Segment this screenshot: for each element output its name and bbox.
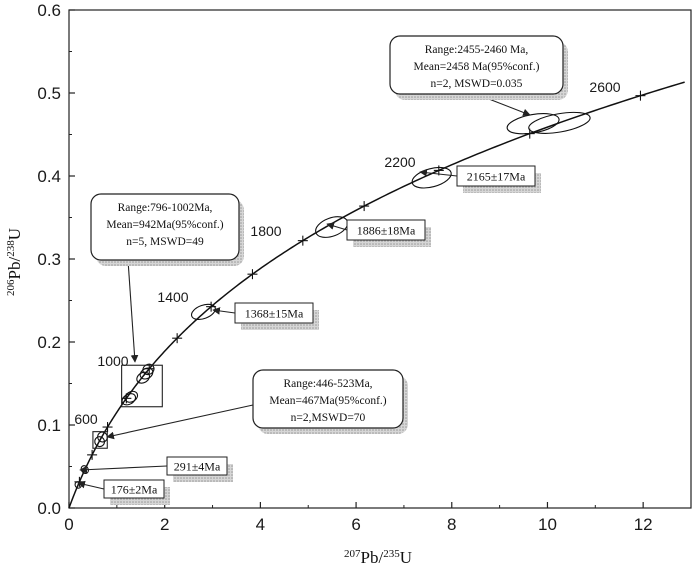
error-ellipse bbox=[139, 367, 154, 380]
label-arrow bbox=[212, 307, 236, 315]
annotation-box bbox=[389, 35, 564, 95]
selection-box-1000 bbox=[121, 364, 163, 408]
y-axis-title: 206Pb/238U bbox=[5, 228, 24, 296]
annotation-line: Mean=2458 Ma(95%conf.) bbox=[414, 61, 540, 73]
concordia-age-label: 1400 bbox=[157, 289, 188, 305]
annotation-box bbox=[252, 369, 404, 429]
x-tick-label: 4 bbox=[256, 515, 265, 534]
error-ellipse bbox=[94, 436, 106, 448]
label-text: 176±2Ma bbox=[111, 483, 158, 497]
annotation-line: n=2, MSWD=0.035 bbox=[431, 78, 523, 90]
x-tick-label: 2 bbox=[160, 515, 169, 534]
label-arrow bbox=[326, 222, 348, 231]
x-tick-label: 12 bbox=[634, 515, 653, 534]
y-tick-label: 0.6 bbox=[37, 1, 61, 20]
annotation-line: Range:2455-2460 Ma, bbox=[425, 44, 529, 56]
label-box bbox=[166, 456, 228, 476]
label-arrow bbox=[419, 168, 458, 177]
x-axis-sup1: 207 bbox=[344, 548, 361, 560]
error-ellipse bbox=[506, 113, 560, 135]
y-tick-label: 0.4 bbox=[37, 167, 61, 186]
concordia-group: 600 1000 1400 1800 2200 2600 bbox=[68, 79, 685, 509]
y-tick-label: 0.3 bbox=[37, 250, 61, 269]
concordia-age-label: 600 bbox=[74, 411, 98, 427]
x-axis-main2: U bbox=[400, 548, 412, 567]
label-text: 1368±15Ma bbox=[245, 307, 304, 321]
x-axis-main1: Pb/ bbox=[361, 548, 384, 567]
y-axis-main2: U bbox=[5, 228, 24, 240]
annotation-line: Mean=467Ma(95%conf.) bbox=[269, 395, 386, 407]
y-axis-sup1: 206 bbox=[5, 279, 17, 296]
concordia-age-label: 2200 bbox=[384, 154, 415, 170]
label-arrow bbox=[77, 480, 105, 490]
concordia-age-label: 2600 bbox=[589, 79, 620, 95]
label-box bbox=[234, 302, 314, 324]
y-tick-label: 0.0 bbox=[37, 499, 61, 518]
x-tick-label: 10 bbox=[538, 515, 557, 534]
error-ellipse bbox=[411, 166, 452, 189]
x-axis-title: 207Pb/235U bbox=[344, 548, 412, 567]
label-text: 291±4Ma bbox=[174, 460, 221, 474]
annotation-arrow bbox=[127, 259, 139, 363]
concordia-age-label: 1800 bbox=[250, 223, 281, 239]
label-text: 2165±17Ma bbox=[467, 170, 526, 184]
error-ellipse bbox=[124, 390, 139, 403]
annotation-arrow bbox=[106, 404, 254, 440]
x-tick-label: 6 bbox=[351, 515, 360, 534]
x-tick-label: 0 bbox=[64, 515, 73, 534]
x-tick-label: 8 bbox=[447, 515, 456, 534]
annotation-line: Mean=942Ma(95%conf.) bbox=[106, 219, 223, 231]
selection-box-600 bbox=[92, 431, 108, 449]
y-axis-sup2: 238 bbox=[5, 240, 17, 257]
concordia-age-label: 1000 bbox=[97, 353, 128, 369]
y-axis-main1: Pb/ bbox=[5, 257, 24, 280]
ellipses-group bbox=[74, 111, 591, 489]
label-box bbox=[346, 219, 426, 241]
annotation-line: Range:446-523Ma, bbox=[283, 378, 372, 390]
y-tick-label: 0.5 bbox=[37, 84, 61, 103]
label-box bbox=[103, 479, 165, 499]
axes-group: 0 2 4 6 8 10 12 0.0 0.1 0.2 0.3 0.4 0.5 0.6 bbox=[37, 1, 692, 534]
label-box bbox=[456, 165, 536, 187]
annotation-line: Range:796-1002Ma, bbox=[118, 202, 213, 214]
label-text: 1886±18Ma bbox=[357, 224, 416, 238]
error-ellipse bbox=[528, 111, 591, 134]
y-tick-label: 0.1 bbox=[37, 416, 61, 435]
annotations-group: Range:796-1002Ma, Mean=942Ma(95%conf.) n=5… bbox=[77, 35, 568, 505]
annotation-line: n=5, MSWD=49 bbox=[126, 236, 204, 248]
x-axis-sup2: 235 bbox=[383, 548, 400, 560]
label-arrow bbox=[79, 465, 168, 474]
y-tick-label: 0.2 bbox=[37, 333, 61, 352]
annotation-box bbox=[90, 193, 240, 261]
annotation-line: n=2,MSWD=70 bbox=[291, 412, 366, 424]
